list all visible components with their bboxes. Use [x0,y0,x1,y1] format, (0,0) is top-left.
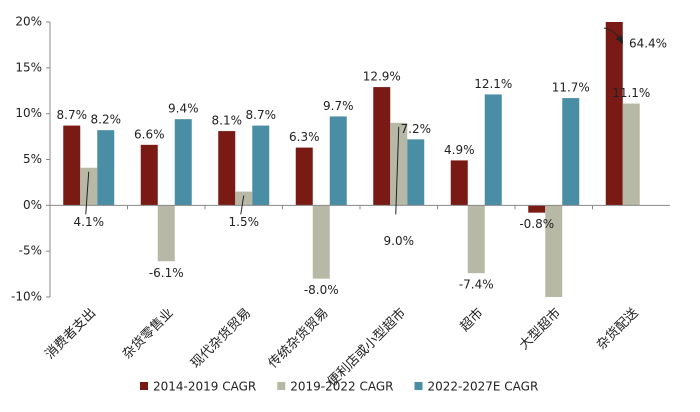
data-label: 9.0% [384,234,415,248]
legend-swatch [414,382,423,390]
bar [605,22,623,206]
bar [450,160,468,206]
bar [252,125,270,206]
data-label: -8.0% [304,283,339,297]
x-tick-label: 现代杂货贸易 [188,305,254,371]
data-label: 8.2% [91,113,122,127]
data-label: 12.9% [363,70,401,84]
bar-group [63,22,640,297]
legend-label: 2019-2022 CAGR [290,380,393,394]
bar [140,144,158,206]
data-label: 12.1% [474,77,512,91]
data-label: 9.4% [168,102,199,116]
x-tick-label: 大型超市 [516,305,564,353]
bar [484,94,502,206]
x-tick-label: 消费者支出 [42,306,99,363]
bar [373,87,391,206]
y-tick-label: 20% [15,15,42,29]
x-tick-label: 便利店或小型超市 [324,305,409,390]
y-tick-label: 5% [23,152,42,166]
x-tick-label: 传统杂货贸易 [265,305,331,371]
data-label: 9.7% [323,99,354,113]
leader-line [240,195,245,215]
annotation-arrow [603,27,624,44]
data-label: 4.1% [74,215,105,229]
bar [97,130,115,206]
y-tick-label: 0% [23,198,42,212]
bar [407,139,425,206]
bar [545,205,563,297]
bar [63,125,81,206]
bar [174,119,192,206]
bar [528,205,546,213]
data-label: 6.6% [134,127,165,141]
y-tick-label: -5% [19,244,42,258]
data-label: -7.4% [459,278,494,292]
y-tick-label: 10% [15,106,42,120]
data-label: 6.3% [289,130,320,144]
legend-swatch [140,382,148,390]
data-label: 4.9% [444,143,475,157]
bar [295,147,313,206]
bar [390,122,408,206]
data-label: 64.4% [629,37,667,51]
bar [562,98,580,206]
data-label: 11.7% [552,81,590,95]
legend-swatch [277,382,286,390]
bar [80,167,98,206]
bar [467,205,485,274]
data-label: -6.1% [149,266,184,280]
legend-label: 2014-2019 CAGR [153,380,256,394]
bar [218,131,236,206]
y-tick-label: 15% [15,60,42,74]
bar [157,205,175,262]
data-label: 8.7% [246,108,277,122]
data-label: 11.1% [612,86,650,100]
legend-label: 2022-2027E CAGR [428,380,539,394]
data-label: 8.7% [57,108,88,122]
data-label: 7.2% [401,122,432,136]
leader-line [85,171,90,215]
y-tick-label: -10% [11,290,42,304]
x-tick-label: 杂货配送 [593,305,641,353]
x-tick-label: 杂货零售业 [119,305,176,362]
bar [312,205,330,279]
data-label: 1.5% [229,215,260,229]
x-tick-label: 超市 [457,305,487,335]
data-label: 8.1% [212,114,243,128]
data-label: -0.8% [519,217,554,231]
bar [329,116,347,206]
bar [622,103,640,206]
leader-line [395,126,400,215]
